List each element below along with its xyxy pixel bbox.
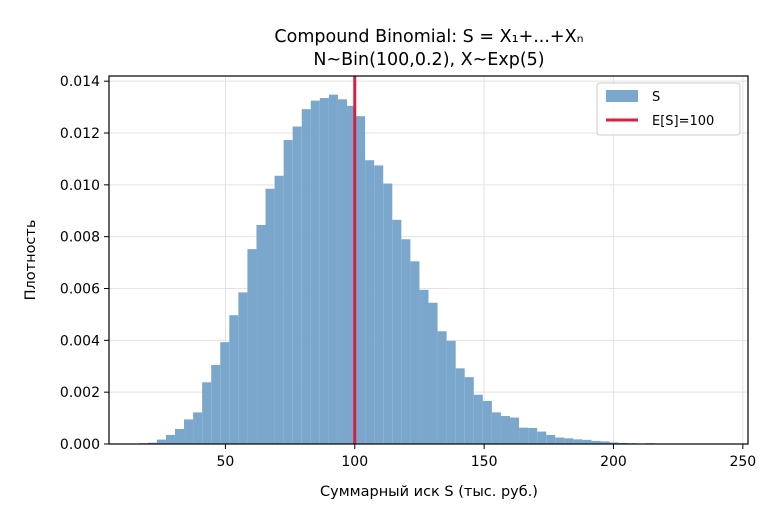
histogram-bar [247,249,257,444]
histogram-bar [274,175,284,444]
histogram-bar [211,364,221,444]
histogram-bar [555,437,565,444]
x-tick-label: 250 [729,454,756,470]
histogram-bar [464,377,474,444]
histogram-bar [292,126,302,444]
histogram-bar [482,400,492,444]
y-axis: 0.000 0.002 0.004 0.006 0.008 0.010 0.012 0.014 [60,74,109,453]
histogram-bar [564,438,574,444]
y-tick-label: 0.000 [60,437,100,453]
histogram-bar [609,442,619,444]
y-tick-label: 0.004 [60,333,100,349]
histogram-bar [374,165,384,444]
y-tick-label: 0.014 [60,74,100,90]
histogram-bar [582,439,592,444]
histogram-bar [573,439,583,444]
x-axis-label: Суммарный иск S (тыс. руб.) [320,484,538,500]
histogram-bar [337,99,348,444]
histogram-bar [165,434,175,444]
y-tick-label: 0.010 [60,178,100,194]
histogram-bar [500,416,510,444]
histogram-bar [310,100,320,444]
x-tick-label: 50 [217,454,235,470]
histogram-bar [473,394,483,444]
histogram-bar [410,261,420,444]
histogram-bar [238,292,248,444]
histogram-bar [600,441,610,444]
histogram-bar [256,225,266,444]
histogram-bar [455,368,465,444]
plot-frame [108,75,749,445]
legend-label-s: S [652,90,660,105]
x-tick-label: 100 [341,454,368,470]
histogram-bar [193,412,203,444]
histogram-bar [356,116,366,445]
x-tick-label: 150 [471,454,498,470]
histogram-bar [328,94,338,445]
legend-label-mean: E[S]=100 [652,114,714,129]
x-axis: 50 100 150 200 250 [217,444,756,470]
y-tick-label: 0.012 [60,126,100,142]
x-tick-label: 200 [600,454,627,470]
histogram-bar [437,331,447,444]
histogram-bar [491,412,501,444]
histogram-bar [509,417,520,444]
chart-title: Compound Binomial: S = X₁+...+Xₙ [274,27,583,47]
legend: S E[S]=100 [596,82,741,136]
histogram-bar [392,219,402,444]
histogram-bar [419,289,429,444]
histogram-bar [428,302,438,444]
histogram-bar [546,434,556,444]
histogram-bar [528,427,538,444]
histogram-bar [301,109,311,445]
histogram-bar [147,442,157,444]
histogram-bar [184,419,194,444]
histogram-bar [401,239,411,444]
histogram-bar [319,98,329,444]
histogram-bar [156,439,166,444]
histogram-bars [138,94,692,445]
histogram-bar [347,105,357,444]
histogram-bar [446,340,456,444]
histogram-bar [383,183,393,444]
y-axis-label: Плотность [23,220,39,301]
histogram-bar [283,140,293,444]
histogram-bar [202,382,212,444]
histogram-bar [265,188,275,444]
legend-swatch-s [606,90,638,102]
histogram-bar [229,315,239,444]
chart-subtitle: N~Bin(100,0.2), X~Exp(5) [313,50,544,70]
y-tick-label: 0.008 [60,230,100,246]
histogram-bar [591,440,601,444]
histogram-bar [519,427,529,444]
histogram-bar [174,428,185,444]
histogram-bar [365,160,375,445]
y-tick-label: 0.006 [60,282,100,298]
y-tick-label: 0.002 [60,385,100,401]
histogram-bar [537,431,547,444]
histogram-bar [220,342,230,444]
